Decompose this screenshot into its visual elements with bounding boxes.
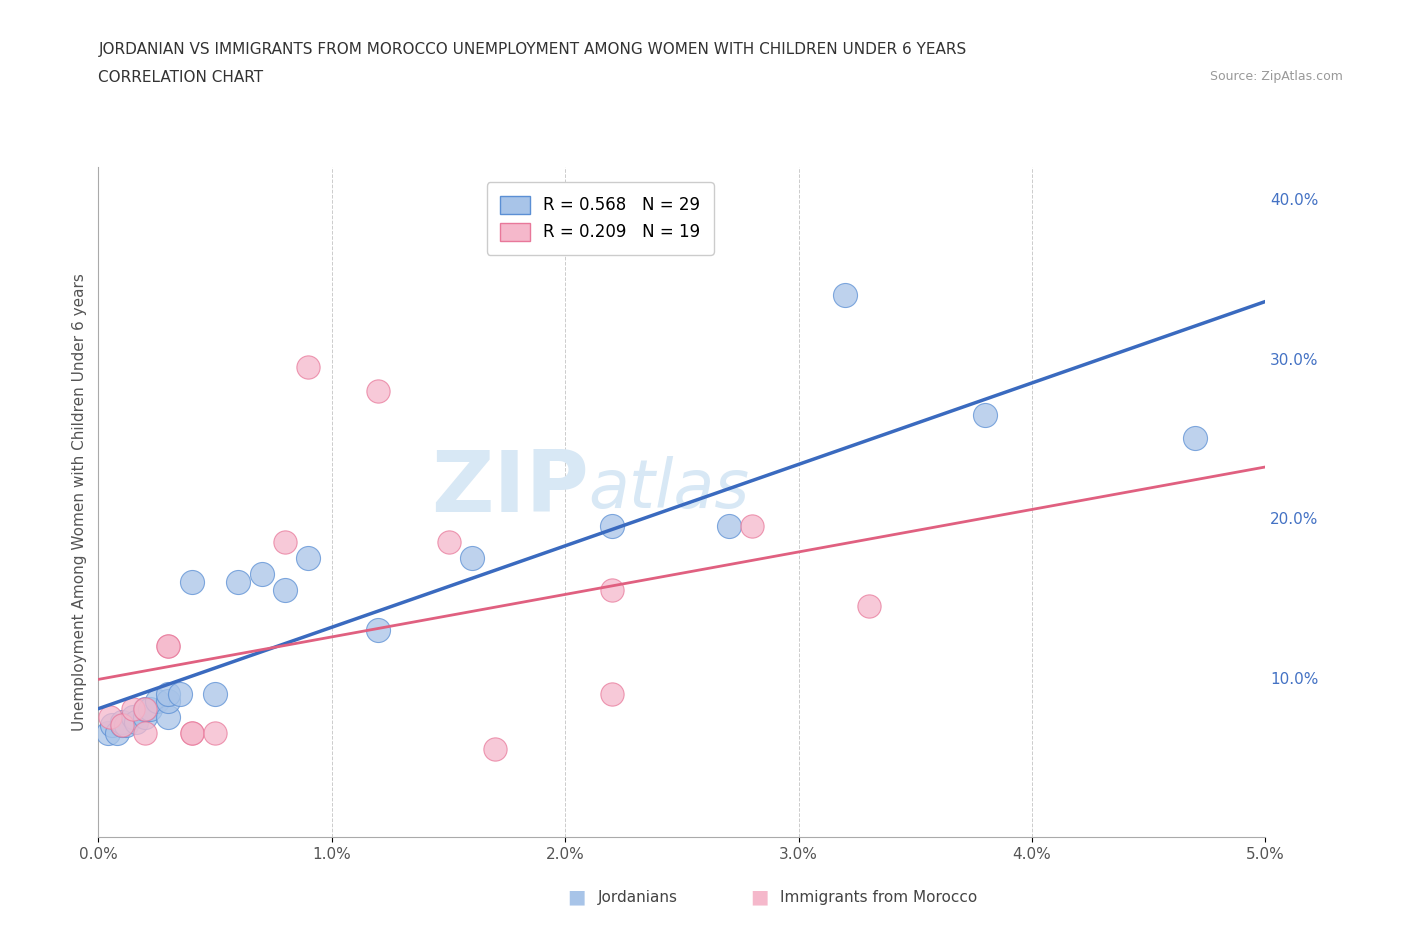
Point [1184,431,1206,445]
Point [157,638,180,653]
Point [180,726,202,741]
Point [204,726,226,741]
Point [228,575,250,590]
Point [115,718,138,733]
Point [741,519,763,534]
Point [134,710,156,724]
Point [297,359,319,374]
Text: JORDANIAN VS IMMIGRANTS FROM MOROCCO UNEMPLOYMENT AMONG WOMEN WITH CHILDREN UNDE: JORDANIAN VS IMMIGRANTS FROM MOROCCO UNE… [98,42,967,57]
Point [125,715,148,730]
Text: ZIP: ZIP [430,447,589,530]
Point [437,535,460,550]
Point [180,726,202,741]
Point [461,551,484,565]
Point [600,686,623,701]
Text: Immigrants from Morocco: Immigrants from Morocco [780,890,977,905]
Point [974,407,997,422]
Point [157,686,180,701]
Point [111,715,134,730]
Point [111,718,134,733]
Point [367,383,389,398]
Point [98,710,121,724]
Text: Source: ZipAtlas.com: Source: ZipAtlas.com [1209,70,1343,83]
Text: ■: ■ [567,888,586,907]
Point [157,710,180,724]
Point [105,726,128,741]
Point [134,702,156,717]
Point [146,694,169,709]
Point [484,742,506,757]
Point [111,718,134,733]
Point [274,582,297,597]
Point [274,535,297,550]
Point [204,686,226,701]
Point [139,702,162,717]
Point [717,519,740,534]
Point [169,686,191,701]
Point [834,287,856,302]
Point [157,638,180,653]
Point [97,726,120,741]
Point [600,582,623,597]
Text: atlas: atlas [589,456,749,522]
Point [858,598,880,613]
Text: Jordanians: Jordanians [598,890,678,905]
Point [122,710,145,724]
Point [134,726,156,741]
Text: CORRELATION CHART: CORRELATION CHART [98,70,263,85]
Point [134,702,156,717]
Point [250,566,273,581]
Point [122,702,145,717]
Point [101,718,124,733]
Legend: R = 0.568   N = 29, R = 0.209   N = 19: R = 0.568 N = 29, R = 0.209 N = 19 [486,182,714,255]
Point [180,575,202,590]
Y-axis label: Unemployment Among Women with Children Under 6 years: Unemployment Among Women with Children U… [72,273,87,731]
Point [600,519,623,534]
Point [297,551,319,565]
Text: ■: ■ [749,888,769,907]
Point [367,622,389,637]
Point [157,694,180,709]
